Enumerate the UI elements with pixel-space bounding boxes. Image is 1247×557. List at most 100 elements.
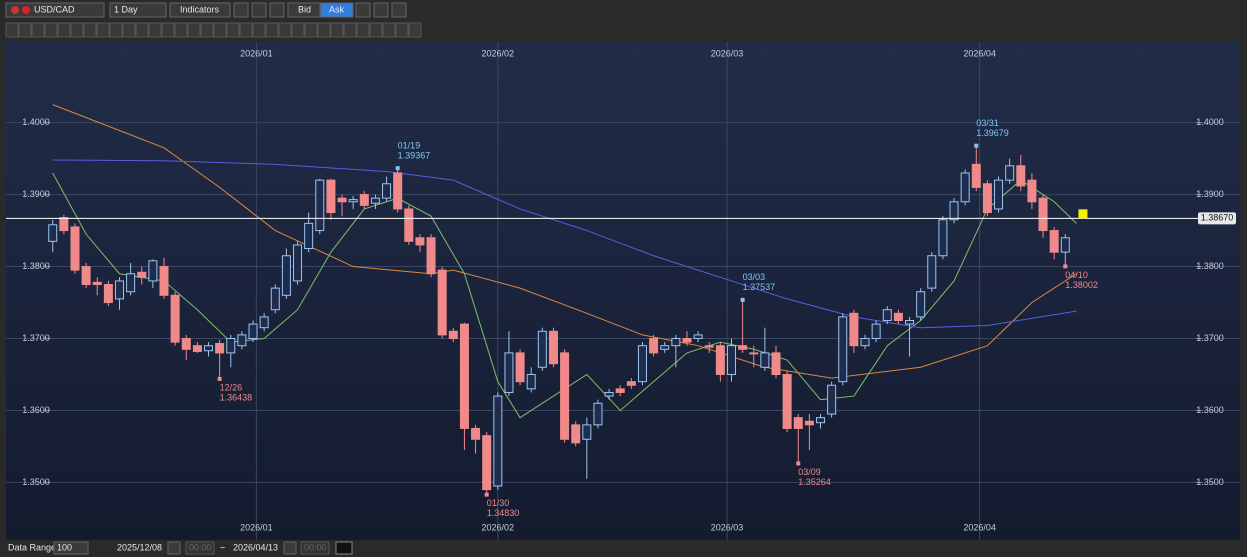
bid-button[interactable]	[287, 2, 321, 18]
candle-body	[693, 334, 703, 339]
tool-button[interactable]	[5, 22, 19, 38]
zoom-button[interactable]	[373, 2, 389, 18]
separator: ~	[220, 542, 225, 552]
candle-body	[760, 352, 770, 368]
tool-button[interactable]	[382, 22, 396, 38]
candle-body	[571, 424, 581, 444]
candle-body	[81, 266, 91, 286]
start-date: 2025/12/08	[117, 542, 162, 552]
tool-button[interactable]	[252, 22, 266, 38]
tool-button[interactable]	[18, 22, 32, 38]
candle-body	[704, 345, 714, 348]
tool-button[interactable]	[330, 22, 344, 38]
zoom-button[interactable]	[391, 2, 407, 18]
annotation-price: 1.34830	[487, 508, 520, 518]
tool-button[interactable]	[174, 22, 188, 38]
candle-body	[560, 352, 570, 440]
y-tick-label: 1.3700	[22, 333, 50, 343]
annotation-dot	[740, 297, 745, 302]
annotation-dot	[974, 143, 979, 148]
tool-button[interactable]	[226, 22, 240, 38]
interval-select[interactable]	[109, 2, 167, 18]
tool-button[interactable]	[239, 22, 253, 38]
tool-button[interactable]	[213, 22, 227, 38]
candle-body	[804, 420, 814, 426]
candle-body	[660, 345, 670, 350]
tool-button[interactable]	[408, 22, 422, 38]
tool-button[interactable]	[356, 22, 370, 38]
candle-body	[348, 199, 358, 203]
candle-body	[982, 183, 992, 214]
last-price-label: 1.38670	[1201, 213, 1234, 223]
reset-button[interactable]	[335, 541, 353, 555]
candle-body	[916, 291, 926, 318]
y-tick-label: 1.3600	[1196, 405, 1224, 415]
ask-button[interactable]	[320, 2, 354, 18]
end-time: 00:00	[304, 542, 327, 552]
tool-button[interactable]	[355, 2, 371, 18]
candle-body	[315, 179, 325, 232]
candle-body	[359, 194, 369, 206]
tool-button[interactable]	[304, 22, 318, 38]
range-count: 100	[57, 542, 72, 552]
tool-button[interactable]	[70, 22, 84, 38]
tool-button[interactable]	[44, 22, 58, 38]
x-tick-label: 2026/04	[963, 48, 996, 58]
calendar-button[interactable]	[167, 541, 181, 555]
range-label: Data Range:	[8, 542, 59, 552]
calendar-button[interactable]	[283, 541, 297, 555]
annotation-date: 12/26	[220, 382, 243, 392]
candle-body	[103, 284, 113, 304]
candle-body	[927, 255, 937, 289]
tool-button[interactable]	[109, 22, 123, 38]
candle-body	[782, 373, 792, 429]
tool-button[interactable]	[148, 22, 162, 38]
tool-button[interactable]	[161, 22, 175, 38]
symbol-select[interactable]	[5, 2, 105, 18]
indicators-select[interactable]	[169, 2, 231, 18]
y-tick-label: 1.4000	[22, 117, 50, 127]
y-tick-label: 1.3800	[1196, 261, 1224, 271]
tool-button[interactable]	[122, 22, 136, 38]
range-select[interactable]	[53, 541, 89, 555]
tool-button[interactable]	[31, 22, 45, 38]
candle-body	[905, 320, 915, 325]
annotation-date: 03/03	[743, 272, 766, 282]
tool-button[interactable]	[269, 2, 285, 18]
candle-body	[749, 352, 759, 355]
tool-button[interactable]	[291, 22, 305, 38]
tool-button[interactable]	[233, 2, 249, 18]
candle-body	[215, 343, 225, 354]
candle-body	[304, 222, 314, 250]
candle-body	[882, 309, 892, 322]
tool-button[interactable]	[57, 22, 71, 38]
tool-button[interactable]	[265, 22, 279, 38]
tool-button[interactable]	[395, 22, 409, 38]
candle-body	[1060, 237, 1070, 253]
candle-body	[827, 384, 837, 415]
tool-button[interactable]	[369, 22, 383, 38]
candle-body	[949, 201, 959, 221]
start-time-field[interactable]	[185, 541, 215, 555]
tool-button[interactable]	[83, 22, 97, 38]
annotation-dot	[217, 376, 222, 381]
tool-button[interactable]	[187, 22, 201, 38]
info-button[interactable]	[251, 2, 267, 18]
candle-body	[270, 287, 280, 311]
candle-body	[437, 269, 447, 336]
tool-button[interactable]	[200, 22, 214, 38]
y-tick-label: 1.3600	[22, 405, 50, 415]
y-tick-label: 1.4000	[1196, 117, 1224, 127]
tool-button[interactable]	[135, 22, 149, 38]
tool-button[interactable]	[96, 22, 110, 38]
end-time-field[interactable]	[300, 541, 330, 555]
annotation-date: 03/31	[976, 118, 999, 128]
tool-button[interactable]	[278, 22, 292, 38]
tool-button[interactable]	[343, 22, 357, 38]
indicators: Indicators	[180, 4, 220, 14]
bid: Bid	[298, 4, 311, 14]
y-tick-label: 1.3900	[22, 189, 50, 199]
tool-button[interactable]	[317, 22, 331, 38]
candle-body	[226, 337, 236, 354]
